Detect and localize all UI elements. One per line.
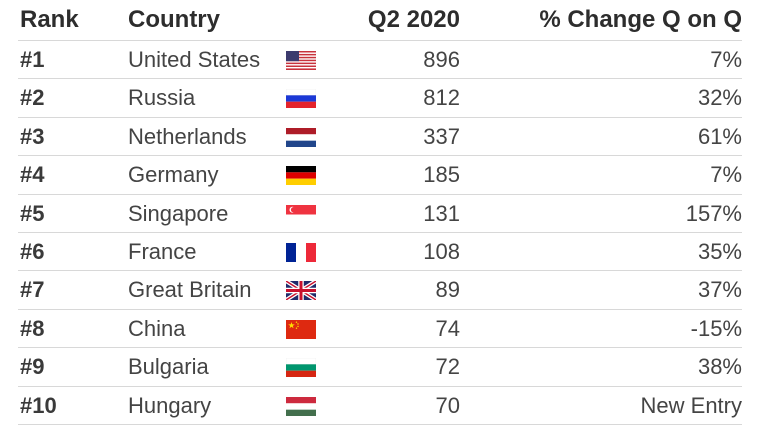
table-row: #2 Russia 812 32% [18,78,742,117]
table-row: #7 Great Britain 89 37% [18,270,742,309]
flag-gb-icon [286,281,316,300]
flag-sg-icon [286,204,316,224]
q2-2020-cell: 89 [435,277,460,303]
change-cell: New Entry [640,392,742,418]
country-cell: Bulgaria [128,354,209,380]
country-cell: Russia [128,85,196,111]
change-cell: 7% [710,47,742,72]
table-row: #3 Netherlands 337 61% [18,116,742,156]
flag-us-icon [286,51,316,70]
change-cell: -15% [690,315,742,341]
q2-2020-cell: 337 [423,123,460,149]
country-cell: Singapore [128,200,229,226]
flag-de-icon [286,166,316,186]
change-cell: 32% [697,85,742,111]
header-q2-2020: Q2 2020 [367,6,460,33]
rank-cell: #6 [20,239,45,264]
table-row: #10 Hungary 70 New Entry [18,385,742,425]
country-cell: Hungary [128,392,212,418]
q2-2020-cell: 74 [435,315,460,341]
flag-nl-icon [286,127,316,147]
change-cell: 7% [710,162,742,188]
rank-cell: #1 [20,47,45,72]
table-row: #5 Singapore 131 157% [18,193,742,233]
rank-cell: #10 [20,392,57,418]
q2-2020-cell: 72 [435,354,460,380]
change-cell: 61% [697,123,742,149]
q2-2020-cell: 185 [423,162,460,188]
q2-2020-cell: 70 [435,392,460,418]
flag-ru-icon [286,89,316,109]
table-row: #6 France 108 35% [18,232,742,271]
rank-cell: #5 [20,200,45,226]
q2-2020-cell: 131 [423,200,460,226]
country-cell: France [128,239,197,264]
change-cell: 38% [697,354,742,380]
rank-cell: #2 [20,85,45,111]
change-cell: 157% [685,200,742,226]
country-cell: United States [128,47,261,72]
q2-2020-cell: 108 [423,239,460,264]
header-country: Country [128,6,220,33]
rank-cell: #8 [20,315,45,341]
table-header: Rank Country Q2 2020 % Change Q on Q [18,0,742,40]
country-cell: China [128,315,186,341]
table-row: #4 Germany 185 7% [18,155,742,194]
rank-cell: #9 [20,354,45,380]
flag-cn-icon [286,319,316,339]
table-row: #9 Bulgaria 72 38% [18,347,742,386]
flag-bg-icon [286,358,316,378]
rank-cell: #7 [20,277,45,303]
table-bottom-rule [18,424,742,425]
table-row: #1 United States 896 7% [18,40,742,79]
header-change: % Change Q on Q [539,6,742,33]
flag-fr-icon [286,243,316,262]
change-cell: 35% [697,239,742,264]
table-row: #8 China 74 -15% [18,308,742,348]
rank-cell: #3 [20,123,45,149]
country-cell: Netherlands [128,123,247,149]
q2-2020-cell: 812 [423,85,460,111]
change-cell: 37% [697,277,742,303]
header-rank: Rank [20,6,79,33]
country-cell: Great Britain [128,277,252,303]
country-cell: Germany [128,162,219,188]
q2-2020-cell: 896 [423,47,460,72]
flag-hu-icon [286,396,316,416]
rank-cell: #4 [20,162,45,188]
